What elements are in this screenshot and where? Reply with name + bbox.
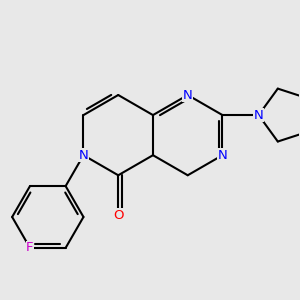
Text: N: N xyxy=(254,109,263,122)
Text: N: N xyxy=(183,88,193,101)
Text: N: N xyxy=(79,149,88,162)
Text: O: O xyxy=(113,209,124,222)
Text: N: N xyxy=(218,149,227,162)
Text: F: F xyxy=(26,242,34,254)
